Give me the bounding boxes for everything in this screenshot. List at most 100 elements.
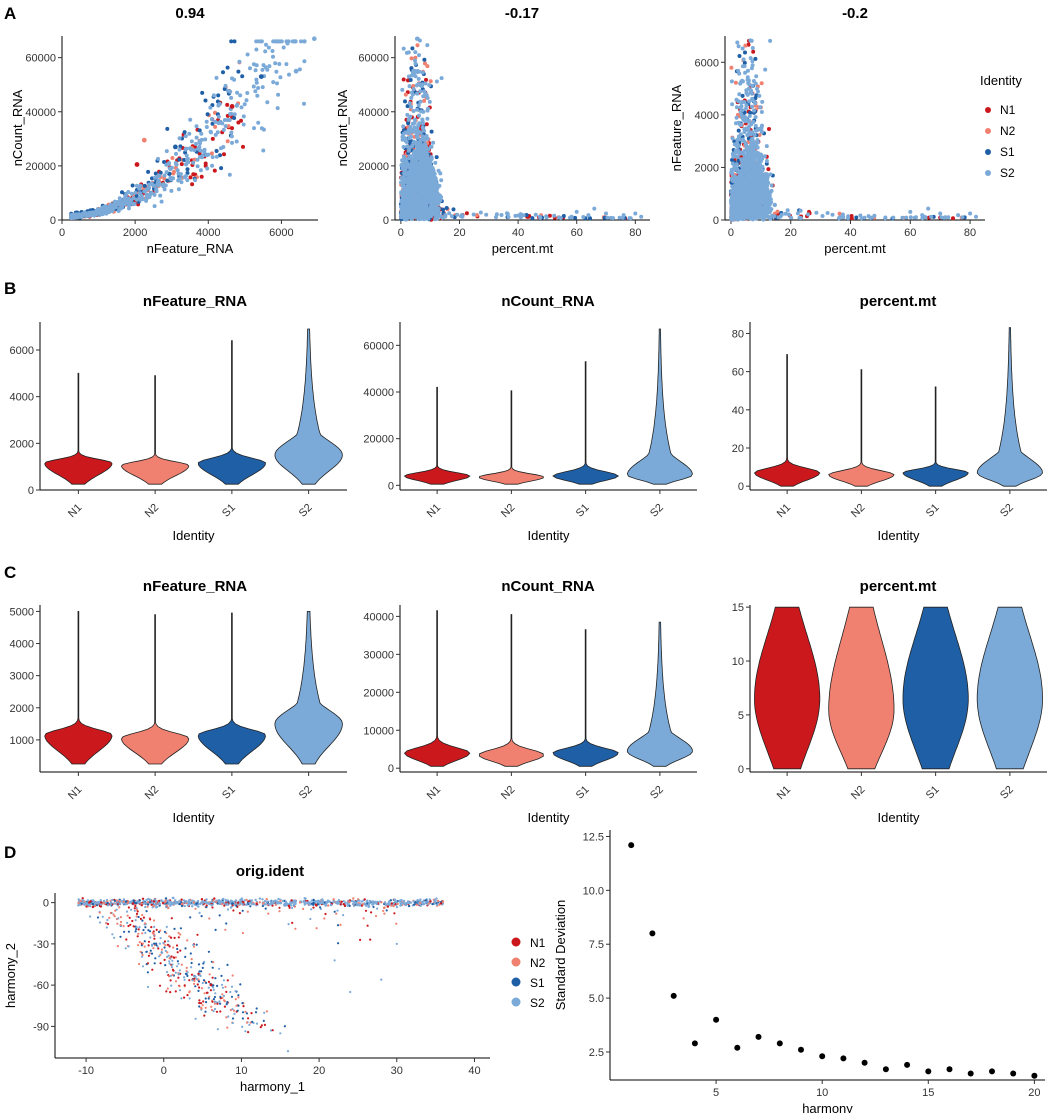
violin-n2 xyxy=(120,375,190,485)
violin-n1 xyxy=(753,354,821,487)
data-point xyxy=(736,44,741,49)
data-point xyxy=(188,175,193,180)
data-point xyxy=(737,54,742,58)
data-point xyxy=(429,129,434,134)
data-point xyxy=(192,157,197,162)
chart-title: percent.mt xyxy=(860,293,937,310)
core-point xyxy=(731,199,736,204)
data-point xyxy=(252,126,256,131)
core-point xyxy=(741,197,747,202)
data-point xyxy=(156,156,160,161)
x-axis-label: Identity xyxy=(878,810,920,825)
data-point xyxy=(235,90,240,95)
data-point xyxy=(98,207,103,212)
data-point xyxy=(734,166,739,171)
data-point xyxy=(189,139,194,144)
core-point xyxy=(752,200,757,205)
band-point xyxy=(169,904,172,907)
x-axis-label: Identity xyxy=(878,528,920,543)
core-point xyxy=(739,214,745,219)
x-tick-label: S1 xyxy=(574,502,592,520)
data-point xyxy=(102,206,107,211)
core-point xyxy=(747,174,753,180)
data-point xyxy=(730,178,735,183)
data-point xyxy=(260,85,265,90)
data-point xyxy=(251,84,256,89)
data-point xyxy=(186,160,191,165)
data-point xyxy=(80,212,85,217)
band-point xyxy=(419,904,422,907)
data-point xyxy=(750,63,755,68)
data-point xyxy=(427,99,432,104)
data-point xyxy=(137,186,142,191)
data-point xyxy=(400,163,404,168)
data-point xyxy=(260,67,265,72)
y-tick-label: 60000 xyxy=(358,53,389,65)
data-point xyxy=(411,84,416,88)
data-point xyxy=(740,93,745,98)
data-point xyxy=(229,39,234,44)
data-point xyxy=(751,120,756,124)
data-point xyxy=(187,131,192,136)
data-point xyxy=(735,154,740,159)
core-point xyxy=(751,158,756,164)
data-point xyxy=(210,163,215,168)
x-tick-label: 20 xyxy=(313,1065,325,1077)
core-point xyxy=(412,189,417,194)
core-point xyxy=(408,175,413,181)
data-point xyxy=(455,212,460,217)
data-point xyxy=(408,78,413,82)
data-point xyxy=(108,204,113,209)
data-point xyxy=(292,39,297,44)
data-point xyxy=(506,215,511,219)
core-point xyxy=(737,176,742,181)
data-point xyxy=(256,120,261,125)
data-point xyxy=(210,136,215,141)
data-point xyxy=(222,87,227,91)
max-point xyxy=(748,38,753,43)
data-point xyxy=(142,189,147,194)
band-point xyxy=(188,899,191,902)
x-tick-label: N1 xyxy=(425,784,443,802)
data-point xyxy=(241,114,246,119)
violin-n2 xyxy=(120,614,190,765)
data-point xyxy=(216,114,221,119)
data-point xyxy=(739,112,744,117)
data-point xyxy=(176,178,181,183)
band-point xyxy=(413,903,416,906)
data-point xyxy=(752,133,757,138)
band-point xyxy=(352,897,355,900)
y-tick-label: 60 xyxy=(732,367,744,379)
data-point xyxy=(439,76,444,81)
data-point xyxy=(277,62,282,66)
core-point xyxy=(756,169,762,174)
data-point xyxy=(142,183,147,188)
y-tick-label: 30000 xyxy=(363,649,394,661)
x-tick-label: 20 xyxy=(785,227,797,239)
data-point xyxy=(179,162,184,167)
data-point xyxy=(179,180,184,185)
x-tick-label: S2 xyxy=(648,784,666,802)
data-point xyxy=(177,157,182,162)
data-point xyxy=(524,213,529,217)
data-point xyxy=(239,105,244,110)
data-point xyxy=(960,215,965,220)
data-point xyxy=(232,116,237,120)
data-point xyxy=(126,190,131,194)
y-tick-label: 40000 xyxy=(363,387,394,399)
data-point xyxy=(764,159,769,163)
data-point xyxy=(738,105,743,110)
core-point xyxy=(766,204,771,209)
data-point xyxy=(797,215,802,220)
violin-s2 xyxy=(626,328,693,485)
data-point xyxy=(165,178,170,183)
data-point xyxy=(254,77,259,82)
y-tick-label: 0 xyxy=(738,481,744,493)
data-point xyxy=(401,124,406,129)
data-point xyxy=(210,155,215,160)
data-point xyxy=(253,89,258,94)
data-point xyxy=(743,106,748,111)
data-point xyxy=(194,124,199,129)
data-point xyxy=(169,176,174,181)
data-point xyxy=(912,215,917,220)
